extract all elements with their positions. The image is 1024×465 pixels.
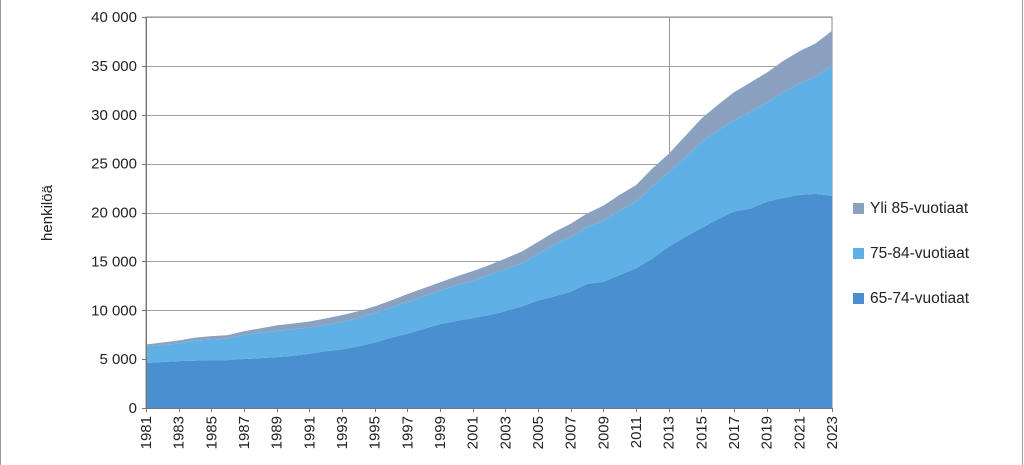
legend-swatch-65-74	[853, 293, 864, 304]
x-tick-label-14: 2009	[595, 416, 612, 449]
y-tick-label-5: 25 000	[91, 156, 137, 173]
area-series-1	[146, 65, 832, 364]
x-tick-label-10: 2001	[465, 416, 482, 449]
legend-item-75-84: 75-84-vuotiaat	[853, 231, 1023, 276]
legend-label-75-84: 75-84-vuotiaat	[870, 244, 970, 262]
legend-swatch-75-84	[853, 248, 864, 259]
x-tick-label-7: 1995	[367, 416, 384, 449]
x-tick-label-13: 2007	[563, 416, 580, 449]
x-tick-label-6: 1993	[334, 416, 351, 449]
x-tick-label-16: 2013	[661, 416, 678, 449]
y-axis-title: henkilöä	[39, 184, 56, 241]
x-tick-label-8: 1997	[399, 416, 416, 449]
x-tick-label-15: 2011	[628, 416, 645, 448]
legend-swatch-yli-85	[853, 203, 864, 214]
x-tick-label-3: 1987	[236, 416, 253, 449]
y-tick-label-0: 0	[129, 400, 137, 417]
area-series-0	[146, 193, 832, 408]
y-tick-label-6: 30 000	[91, 107, 137, 124]
legend: Yli 85-vuotiaat 75-84-vuotiaat 65-74-vuo…	[853, 186, 1023, 321]
y-tick-label-3: 15 000	[91, 253, 137, 270]
legend-label-65-74: 65-74-vuotiaat	[870, 289, 970, 307]
legend-item-65-74: 65-74-vuotiaat	[853, 276, 1023, 321]
x-tick-label-17: 2015	[693, 416, 710, 449]
x-tick-label-12: 2005	[530, 416, 547, 449]
x-tick-label-20: 2021	[791, 416, 808, 449]
x-tick-label-2: 1985	[203, 416, 220, 449]
x-tick-label-11: 2003	[497, 416, 514, 449]
x-tick-label-21: 2023	[824, 416, 841, 449]
x-tick-label-9: 1999	[432, 416, 449, 449]
x-tick-label-5: 1991	[301, 416, 318, 449]
x-tick-label-1: 1983	[171, 416, 188, 449]
legend-label-yli-85: Yli 85-vuotiaat	[870, 199, 969, 217]
y-tick-label-1: 5 000	[99, 351, 137, 368]
x-tick-label-4: 1989	[269, 416, 286, 449]
y-tick-label-7: 35 000	[91, 58, 137, 75]
y-tick-label-2: 10 000	[91, 302, 137, 319]
y-tick-label-4: 20 000	[91, 205, 137, 222]
legend-item-yli-85: Yli 85-vuotiaat	[853, 186, 1023, 231]
y-tick-label-8: 40 000	[91, 9, 137, 26]
x-tick-label-18: 2017	[726, 416, 743, 449]
x-tick-label-19: 2019	[759, 416, 776, 449]
x-tick-label-0: 1981	[138, 416, 155, 449]
